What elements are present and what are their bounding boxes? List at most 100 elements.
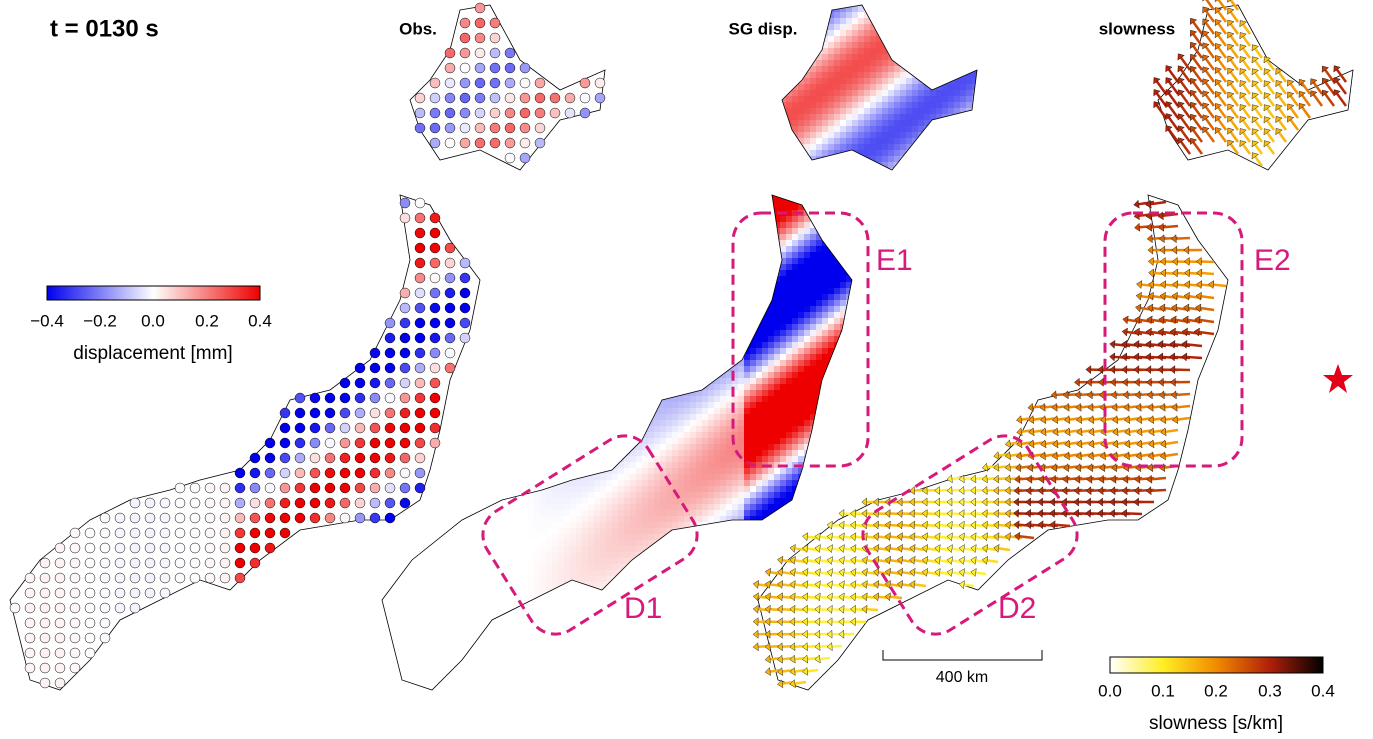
station — [294, 512, 306, 524]
field-cell — [582, 672, 589, 679]
field-cell — [516, 408, 523, 415]
field-cell — [576, 192, 583, 199]
field-cell — [402, 84, 409, 91]
field-cell — [516, 390, 523, 397]
field-cell — [504, 366, 511, 373]
field-cell — [528, 450, 535, 457]
field-cell — [528, 240, 535, 247]
field-cell — [516, 270, 523, 277]
field-cell — [480, 216, 487, 223]
field-cell — [570, 264, 577, 271]
field-cell — [492, 618, 499, 625]
field-cell — [498, 6, 505, 13]
field-cell — [474, 540, 481, 547]
field-cell — [510, 582, 517, 589]
field-cell — [552, 552, 559, 559]
field-cell — [528, 12, 535, 19]
field-cell — [570, 330, 577, 337]
field-cell — [426, 150, 433, 157]
field-cell — [522, 210, 529, 217]
field-cell — [522, 12, 529, 19]
field-cell — [480, 288, 487, 295]
field-cell — [414, 156, 421, 163]
field-cell — [492, 174, 499, 181]
field-cell — [498, 282, 505, 289]
field-cell — [396, 624, 403, 631]
field-cell — [372, 60, 379, 67]
field-cell — [420, 624, 427, 631]
field-cell — [510, 276, 517, 283]
field-cell — [498, 426, 505, 433]
field-cell — [576, 156, 583, 163]
field-cell — [588, 558, 595, 565]
field-cell — [396, 546, 403, 553]
field-cell — [504, 660, 511, 667]
field-cell — [534, 354, 541, 361]
field-cell — [570, 552, 577, 559]
field-cell — [576, 306, 583, 313]
field-cell — [450, 570, 457, 577]
field-cell — [480, 582, 487, 589]
field-cell — [480, 660, 487, 667]
field-cell — [480, 648, 487, 655]
field-cell — [408, 12, 415, 19]
field-cell — [468, 366, 475, 373]
field-cell — [384, 240, 391, 247]
station — [399, 302, 411, 314]
field-cell — [576, 300, 583, 307]
field-cell — [516, 426, 523, 433]
field-cell — [588, 132, 595, 139]
field-cell — [450, 234, 457, 241]
field-cell — [384, 102, 391, 109]
field-cell — [564, 492, 571, 499]
field-cell — [558, 678, 565, 685]
station — [519, 107, 531, 119]
field-cell — [588, 378, 595, 385]
field-cell — [372, 210, 379, 217]
field-cell — [432, 5, 439, 7]
field-cell — [546, 450, 553, 457]
station — [129, 572, 141, 584]
map-panel — [9, 2, 606, 691]
field-cell — [408, 66, 415, 73]
field-cell — [468, 372, 475, 379]
field-cell — [588, 498, 595, 505]
field-cell — [594, 30, 601, 37]
field-cell — [462, 504, 469, 511]
field-cell — [486, 336, 493, 343]
field-cell — [570, 606, 577, 613]
field-cell — [564, 150, 571, 157]
field-cell — [372, 696, 379, 703]
field-cell — [576, 492, 583, 499]
field-cell — [510, 420, 517, 427]
station — [564, 92, 576, 104]
field-cell — [468, 690, 475, 697]
field-cell — [372, 240, 379, 247]
field-cell — [498, 690, 505, 697]
field-cell — [540, 330, 547, 337]
field-cell — [582, 126, 589, 133]
field-cell — [504, 180, 511, 187]
station — [414, 482, 426, 494]
field-cell — [510, 444, 517, 451]
field-cell — [390, 174, 397, 181]
field-cell — [468, 192, 475, 199]
field-cell — [528, 558, 535, 565]
field-cell — [564, 510, 571, 517]
field-cell — [546, 60, 553, 67]
field-cell — [594, 672, 601, 679]
field-cell — [582, 222, 589, 229]
field-cell — [396, 372, 403, 379]
field-cell — [396, 540, 403, 547]
field-cell — [528, 588, 535, 595]
station — [459, 77, 471, 89]
field-cell — [504, 510, 511, 517]
field-cell — [390, 660, 397, 667]
field-cell — [606, 204, 613, 211]
field-cell — [456, 678, 463, 685]
field-cell — [516, 636, 523, 643]
field-cell — [540, 6, 547, 13]
field-cell — [372, 690, 379, 697]
field-cell — [438, 552, 445, 559]
field-cell — [606, 72, 613, 79]
